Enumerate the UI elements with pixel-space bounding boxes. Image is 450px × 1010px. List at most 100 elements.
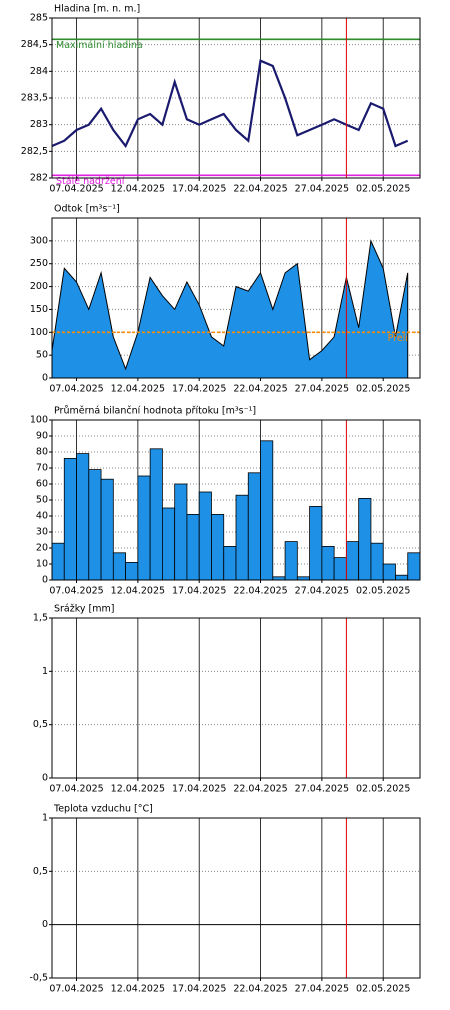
y-tick-label: 282,5 [21,146,48,157]
y-tick-label: 1 [42,666,48,677]
y-tick-label: 10 [36,559,48,570]
y-tick-label: 80 [36,447,48,458]
x-tick-label: 07.04.2025 [49,984,103,995]
bar [51,542,65,581]
plot-frame [51,217,421,379]
area [51,239,409,379]
bar [358,497,372,581]
y-tick-label: 0,5 [33,719,48,730]
bar [112,552,127,581]
x-tick-label: 02.05.2025 [356,184,410,195]
bar [309,505,323,581]
y-tick-label: 40 [36,511,48,522]
y-tick-label: -0,5 [29,973,48,984]
y-tick-label: 0 [42,919,48,930]
y-tick-label: 1,5 [33,613,48,624]
y-tick-label: 284 [30,66,48,77]
x-tick-label: 02.05.2025 [356,984,410,995]
y-tick-label: 250 [30,258,48,269]
y-tick-label: 0,5 [33,866,48,877]
y-tick-label: 30 [36,527,48,538]
y-tick-label: 0 [42,373,48,384]
bar [125,562,139,581]
x-tick-label: 12.04.2025 [111,784,165,795]
y-tick-label: 300 [30,235,48,246]
bar [235,494,249,581]
bar [174,483,188,581]
chart-title: Hladina [m. n. m.] [54,4,140,15]
x-tick-label: 27.04.2025 [295,184,349,195]
y-tick-label: 150 [30,304,48,315]
x-tick-label: 12.04.2025 [111,384,165,395]
bar [382,563,396,581]
x-tick-label: 22.04.2025 [233,784,287,795]
x-tick-label: 22.04.2025 [233,984,287,995]
x-tick-label: 12.04.2025 [111,184,165,195]
chart-title: Srážky [mm] [54,604,114,615]
y-tick-label: 283,5 [21,93,48,104]
bar [211,514,225,581]
x-tick-label: 07.04.2025 [49,784,103,795]
y-tick-label: 283 [30,119,48,130]
plot-frame [51,817,421,979]
plot-area [52,618,420,778]
y-tick-label: 1 [42,813,48,824]
x-tick-label: 27.04.2025 [295,984,349,995]
bar [100,478,114,581]
chart-title: Odtok [m³s⁻¹] [54,204,120,215]
x-tick-label: 22.04.2025 [233,384,287,395]
bar [76,453,90,581]
bar [161,507,176,581]
reference-label: Maximální hladina [56,40,143,51]
bar [345,541,360,581]
y-tick-label: 282 [30,173,48,184]
bar [284,541,298,581]
y-tick-label: 60 [36,479,48,490]
plot-area [52,818,420,978]
y-tick-label: 50 [36,495,48,506]
x-tick-label: 02.05.2025 [356,384,410,395]
x-tick-label: 07.04.2025 [49,184,103,195]
plot-frame [51,617,421,779]
bar [149,448,163,581]
x-tick-label: 17.04.2025 [172,384,226,395]
line [51,59,409,149]
x-tick-label: 27.04.2025 [295,384,349,395]
bar [198,491,212,581]
chart-title: Průměrná bilanční hodnota přítoku [m³s⁻¹… [54,406,256,417]
bar [88,469,102,581]
plot-frame [51,17,421,179]
x-tick-label: 17.04.2025 [172,784,226,795]
x-tick-label: 27.04.2025 [295,784,349,795]
y-tick-label: 100 [30,415,48,426]
x-tick-label: 02.05.2025 [356,586,410,597]
x-tick-label: 17.04.2025 [172,184,226,195]
y-tick-label: 70 [36,463,48,474]
bar [407,552,421,581]
y-tick-label: 90 [36,431,48,442]
y-tick-label: 285 [30,13,48,24]
bar [137,475,151,581]
chart-title: Teplota vzduchu [°C] [53,804,153,815]
bar [223,546,237,581]
bar [333,557,347,581]
y-tick-label: 0 [42,575,48,586]
reference-label: Přeli [388,333,408,344]
x-tick-label: 07.04.2025 [49,586,103,597]
x-tick-label: 17.04.2025 [172,984,226,995]
reference-label: Stálé nadržení [56,176,125,187]
x-tick-label: 12.04.2025 [111,984,165,995]
x-tick-label: 07.04.2025 [49,384,103,395]
bar [370,542,384,581]
x-tick-label: 12.04.2025 [111,586,165,597]
bar [260,440,274,581]
x-tick-label: 27.04.2025 [295,586,349,597]
y-tick-label: 200 [30,281,48,292]
y-tick-label: 100 [30,327,48,338]
x-tick-label: 17.04.2025 [172,586,226,597]
y-tick-label: 20 [36,543,48,554]
bar [63,457,77,581]
y-tick-label: 0 [42,773,48,784]
x-tick-label: 02.05.2025 [356,784,410,795]
y-tick-label: 284,5 [21,39,48,50]
